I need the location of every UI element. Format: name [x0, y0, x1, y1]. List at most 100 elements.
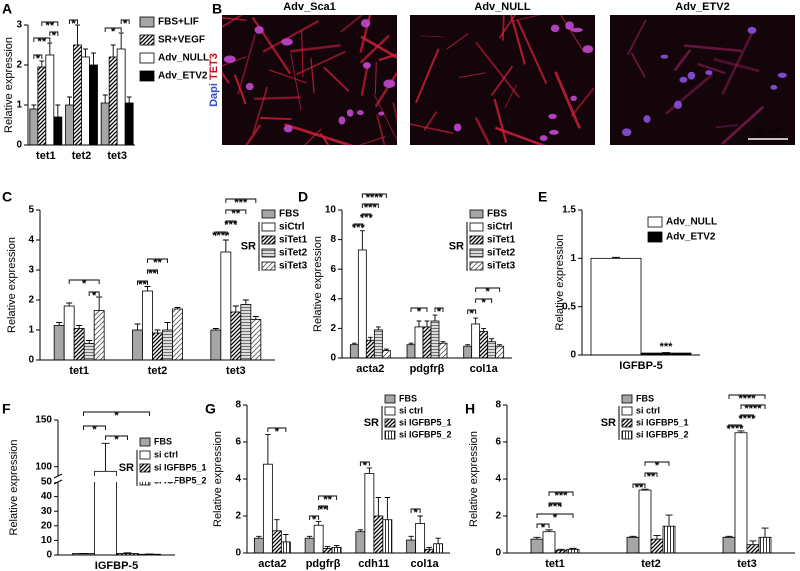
error-bar — [375, 326, 381, 330]
cell-nucleus — [283, 125, 293, 133]
significance-bracket — [104, 27, 122, 32]
error-bar — [283, 534, 289, 542]
error-bar — [91, 52, 96, 65]
y-tick-label: 2 — [235, 511, 241, 522]
panel-letter: G — [205, 401, 216, 417]
cell-fiber — [358, 136, 386, 145]
cell-fiber — [234, 74, 247, 105]
bar — [322, 547, 333, 554]
y-tick-label: 6 — [330, 264, 336, 275]
significance-label: ** — [647, 471, 656, 483]
y-tick-label: 6 — [235, 437, 241, 448]
error-bar — [252, 316, 259, 320]
cell-fiber — [721, 30, 754, 95]
cell-nucleus — [582, 45, 594, 54]
legend-label: Adv_ETV2 — [158, 71, 208, 82]
cell-nucleus — [254, 25, 264, 34]
legend-swatch — [139, 34, 155, 46]
x-tick-label: cdh11 — [358, 558, 389, 570]
bar — [542, 531, 556, 554]
bar — [424, 548, 435, 554]
bar — [487, 341, 497, 359]
cell-fiber — [504, 84, 518, 108]
cell-fiber — [378, 53, 397, 61]
significance-label: * — [275, 426, 280, 438]
cell-fiber — [495, 126, 546, 145]
y-tick-label: 0 — [16, 140, 22, 151]
legend-swatch — [139, 463, 151, 473]
x-tick-label: IGFBP-5 — [95, 560, 138, 571]
significance-label: * — [114, 410, 119, 422]
x-tick-label: col1a — [470, 363, 499, 375]
error-bar — [96, 296, 103, 311]
significance-bracket — [83, 411, 150, 416]
significance-label: **** — [726, 423, 744, 435]
legend-label: siTet2 — [279, 248, 308, 259]
cell-fiber — [222, 15, 243, 28]
error-bar — [222, 239, 229, 252]
significance-label: *** — [555, 490, 569, 502]
cell-fiber — [253, 96, 301, 100]
bar — [53, 325, 65, 361]
cell-fiber — [493, 98, 508, 143]
significance-label: * — [437, 306, 442, 318]
significance-label: ** — [138, 279, 147, 291]
bar — [406, 344, 416, 359]
legend-group-label: SR — [364, 417, 379, 429]
y-tick-label: 20 — [41, 520, 53, 531]
error-bar — [47, 42, 53, 55]
y-tick-label: 0 — [495, 548, 501, 559]
error-bar — [351, 342, 357, 345]
significance-label: * — [482, 297, 487, 309]
significance-bracket — [536, 523, 550, 528]
y-axis-label: Relative expression — [3, 37, 15, 133]
y-tick-label: 1 — [16, 100, 22, 111]
cell-nucleus — [621, 128, 632, 137]
significance-bracket — [644, 461, 670, 466]
significance-bracket — [318, 505, 329, 510]
significance-label: *** — [364, 202, 378, 214]
cell-fiber — [360, 63, 369, 96]
error-bar — [408, 342, 414, 345]
cell-fiber — [290, 53, 302, 111]
legend-label: siTet2 — [487, 248, 516, 259]
bar — [626, 536, 640, 554]
legend-label: si IGFBP5_2 — [399, 429, 452, 439]
cell-fiber — [374, 61, 377, 95]
error-bar — [417, 515, 423, 524]
micrograph-background — [610, 15, 795, 145]
legend-label: siCtrl — [279, 222, 305, 233]
error-bar — [375, 497, 382, 516]
y-tick-label: 10 — [41, 535, 53, 546]
bar — [463, 345, 473, 359]
significance-label: **** — [738, 413, 756, 425]
y-axis-label: Relative expression — [212, 431, 224, 527]
bar — [262, 463, 273, 554]
legend-swatch — [647, 216, 663, 228]
cell-nucleus — [378, 111, 385, 116]
significance-label: * — [553, 512, 558, 524]
error-bar — [118, 32, 124, 49]
bar — [132, 329, 143, 361]
bar — [152, 332, 163, 361]
cell-fiber — [475, 117, 492, 145]
x-tick-label: tet2 — [641, 558, 661, 570]
cell-nucleus — [643, 115, 651, 123]
bar — [566, 548, 580, 554]
significance-label: * — [92, 290, 97, 302]
error-bar — [306, 535, 313, 539]
y-axis-label: Relative expression — [6, 237, 18, 333]
significance-label: * — [36, 53, 41, 65]
x-tick-label: acta2 — [356, 363, 384, 375]
significance-bracket — [434, 307, 444, 312]
cell-fiber — [410, 123, 454, 134]
significance-label: * — [92, 424, 97, 436]
significance-bracket — [475, 298, 493, 303]
legend-label: FBS — [154, 436, 172, 446]
x-tick-label: tet3 — [226, 365, 246, 377]
legend-label: FBS+LIF — [158, 17, 199, 28]
error-bar — [383, 348, 389, 351]
y-tick-label: 8 — [495, 400, 501, 411]
y-tick-label: 8 — [235, 400, 241, 411]
significance-bracket — [361, 203, 379, 208]
